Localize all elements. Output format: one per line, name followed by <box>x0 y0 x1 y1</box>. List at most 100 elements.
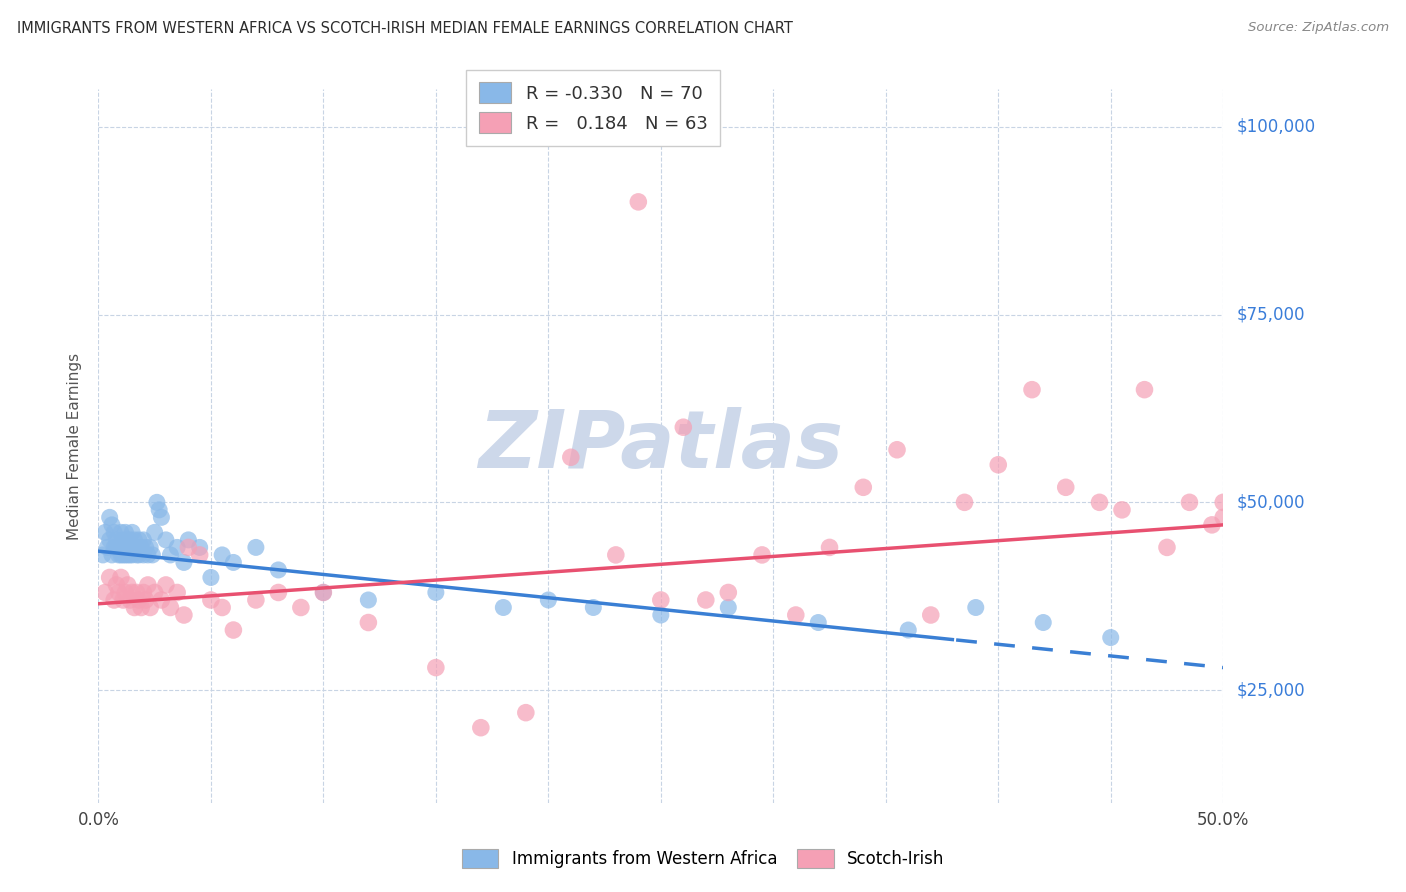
Text: IMMIGRANTS FROM WESTERN AFRICA VS SCOTCH-IRISH MEDIAN FEMALE EARNINGS CORRELATIO: IMMIGRANTS FROM WESTERN AFRICA VS SCOTCH… <box>17 21 793 37</box>
Point <box>136 548 159 562</box>
Point <box>101 548 124 562</box>
Point <box>1212 510 1234 524</box>
Point <box>920 607 942 622</box>
Point <box>125 541 148 555</box>
Point <box>132 533 155 547</box>
Point <box>105 578 128 592</box>
Point <box>582 600 605 615</box>
Point <box>118 593 141 607</box>
Point <box>1178 495 1201 509</box>
Point <box>751 548 773 562</box>
Point <box>717 585 740 599</box>
Point <box>785 607 807 622</box>
Point <box>897 623 920 637</box>
Point <box>139 600 162 615</box>
Point <box>112 533 135 547</box>
Point <box>173 556 195 570</box>
Point <box>1201 517 1223 532</box>
Point <box>114 585 136 599</box>
Point <box>425 660 447 674</box>
Point <box>110 525 132 540</box>
Point <box>136 578 159 592</box>
Point <box>1054 480 1077 494</box>
Point <box>128 548 150 562</box>
Point <box>124 533 146 547</box>
Point <box>515 706 537 720</box>
Point <box>117 548 139 562</box>
Point <box>124 541 146 555</box>
Text: Source: ZipAtlas.com: Source: ZipAtlas.com <box>1249 21 1389 35</box>
Point <box>188 548 211 562</box>
Point <box>150 510 173 524</box>
Point <box>155 578 177 592</box>
Point <box>146 495 169 509</box>
Point <box>159 600 181 615</box>
Point <box>1156 541 1178 555</box>
Text: ZIPatlas: ZIPatlas <box>478 407 844 485</box>
Point <box>91 548 114 562</box>
Point <box>135 541 157 555</box>
Point <box>1088 495 1111 509</box>
Point <box>245 593 267 607</box>
Point <box>114 548 136 562</box>
Point <box>211 600 233 615</box>
Point <box>132 585 155 599</box>
Point <box>143 525 166 540</box>
Point <box>135 593 157 607</box>
Point <box>560 450 582 465</box>
Point <box>98 533 121 547</box>
Point <box>117 578 139 592</box>
Legend: R = -0.330   N = 70, R =   0.184   N = 63: R = -0.330 N = 70, R = 0.184 N = 63 <box>467 70 720 145</box>
Point <box>953 495 976 509</box>
Point <box>121 548 143 562</box>
Point <box>267 585 290 599</box>
Point <box>112 593 135 607</box>
Point <box>121 585 143 599</box>
Point <box>852 480 875 494</box>
Point <box>110 548 132 562</box>
Point <box>107 548 129 562</box>
Point <box>818 541 841 555</box>
Point <box>132 548 155 562</box>
Point <box>107 541 129 555</box>
Point <box>121 541 143 555</box>
Text: $75,000: $75,000 <box>1237 306 1306 324</box>
Point <box>425 585 447 599</box>
Point <box>492 600 515 615</box>
Point <box>129 600 152 615</box>
Point <box>886 442 908 457</box>
Point <box>110 541 132 555</box>
Point <box>107 585 129 599</box>
Point <box>150 593 173 607</box>
Point <box>98 570 121 584</box>
Point <box>105 541 128 555</box>
Point <box>148 503 170 517</box>
Point <box>312 585 335 599</box>
Point <box>537 593 560 607</box>
Point <box>94 525 117 540</box>
Point <box>117 533 139 547</box>
Point <box>470 721 492 735</box>
Point <box>717 600 740 615</box>
Point <box>128 533 150 547</box>
Point <box>141 548 163 562</box>
Point <box>650 593 672 607</box>
Y-axis label: Median Female Earnings: Median Female Earnings <box>67 352 83 540</box>
Point <box>222 623 245 637</box>
Point <box>650 607 672 622</box>
Point <box>159 548 181 562</box>
Point <box>101 517 124 532</box>
Point <box>1133 383 1156 397</box>
Point <box>118 533 141 547</box>
Point <box>695 593 717 607</box>
Point <box>188 541 211 555</box>
Point <box>267 563 290 577</box>
Point <box>117 541 139 555</box>
Point <box>177 541 200 555</box>
Point <box>139 541 162 555</box>
Legend: Immigrants from Western Africa, Scotch-Irish: Immigrants from Western Africa, Scotch-I… <box>456 843 950 875</box>
Point <box>143 585 166 599</box>
Point <box>1032 615 1054 630</box>
Point <box>1021 383 1043 397</box>
Point <box>112 548 135 562</box>
